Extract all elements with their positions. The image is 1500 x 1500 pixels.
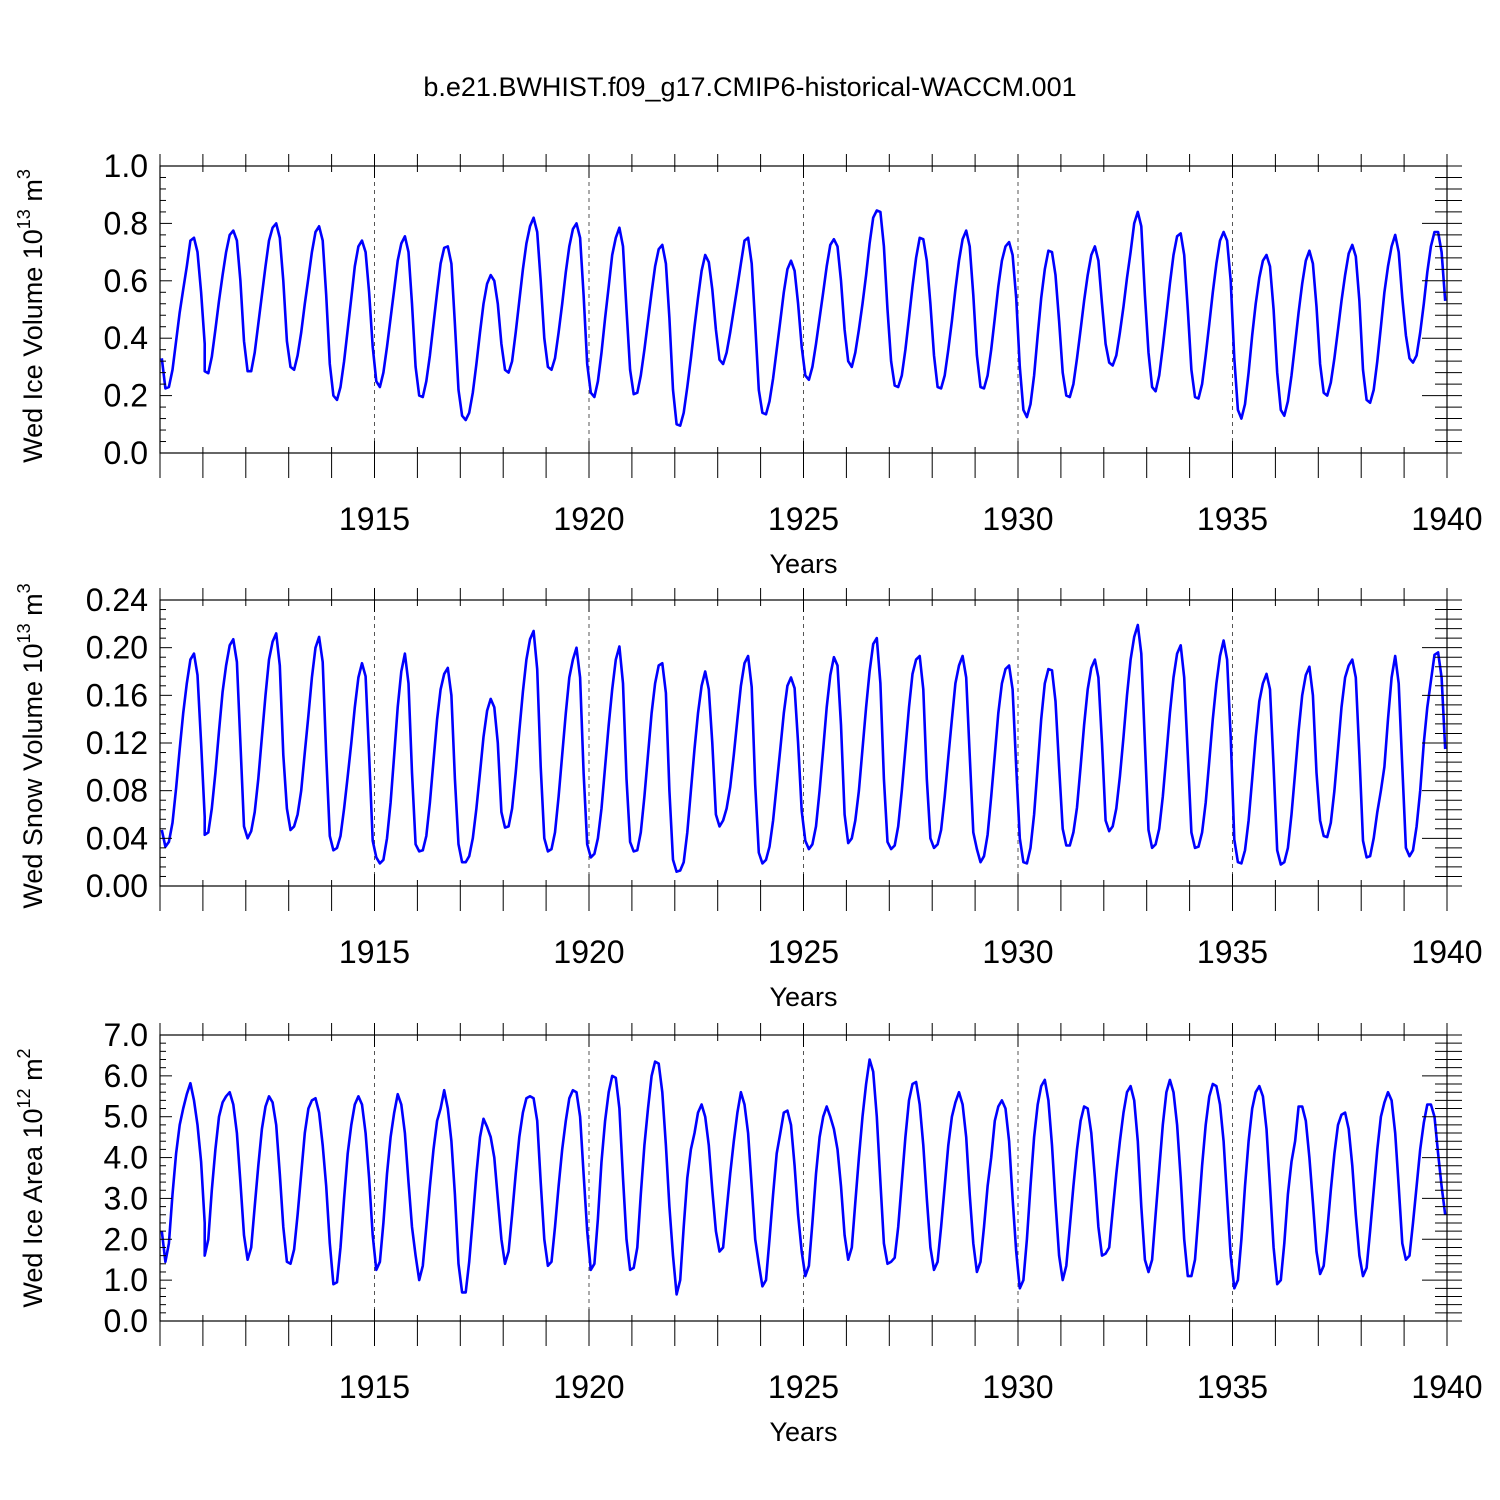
y-tick-label: 0.8 xyxy=(104,205,148,241)
x-tick-label: 1925 xyxy=(768,501,839,537)
x-tick-label: 1940 xyxy=(1411,1369,1482,1405)
series-line xyxy=(160,623,1447,874)
series-line xyxy=(160,209,1447,428)
y-tick-label: 0.08 xyxy=(86,773,148,809)
snow-volume-panel: 0.00 0.04 0.08 0.12 0.16 0.20 0.24 1915 1920 1925… xyxy=(14,582,1483,1012)
x-axis-label: Years xyxy=(769,549,837,579)
y-tick-label: 0.6 xyxy=(104,263,148,299)
x-tick-label: 1935 xyxy=(1197,934,1268,970)
y-tick-label: 0.00 xyxy=(86,868,148,904)
y-tick-label: 6.0 xyxy=(104,1058,148,1094)
y-tick-label: 3.0 xyxy=(104,1180,148,1216)
x-tick-label: 1935 xyxy=(1197,501,1268,537)
y-tick-label: 2.0 xyxy=(104,1221,148,1257)
x-tick-label: 1940 xyxy=(1411,501,1482,537)
x-tick-label: 1940 xyxy=(1411,934,1482,970)
y-tick-label: 0.0 xyxy=(104,435,148,471)
x-tick-label: 1920 xyxy=(553,501,624,537)
y-tick-label: 4.0 xyxy=(104,1140,148,1176)
x-tick-label: 1930 xyxy=(982,1369,1053,1405)
y-tick-label: 0.12 xyxy=(86,725,148,761)
y-tick-label: 0.2 xyxy=(104,378,148,414)
y-axis-label: Wed Ice Area 1012 m2 xyxy=(14,1048,48,1307)
x-tick-label: 1930 xyxy=(982,934,1053,970)
x-tick-label: 1920 xyxy=(553,934,624,970)
series-line xyxy=(160,1058,1447,1296)
page-title: b.e21.BWHIST.f09_g17.CMIP6-historical-WA… xyxy=(423,72,1077,102)
y-tick-label: 0.16 xyxy=(86,677,148,713)
x-tick-label: 1915 xyxy=(339,1369,410,1405)
y-tick-label: 0.0 xyxy=(104,1303,148,1339)
y-tick-label: 5.0 xyxy=(104,1099,148,1135)
y-tick-label: 1.0 xyxy=(104,1262,148,1298)
ice-volume-panel: 0.0 0.2 0.4 0.6 0.8 1.0 1915 1920 1925 1930 1935 19… xyxy=(14,148,1483,579)
x-tick-label: 1920 xyxy=(553,1369,624,1405)
x-tick-label: 1925 xyxy=(768,934,839,970)
y-tick-label: 0.20 xyxy=(86,630,148,666)
x-tick-label: 1925 xyxy=(768,1369,839,1405)
x-tick-label: 1915 xyxy=(339,934,410,970)
y-tick-label: 1.0 xyxy=(104,148,148,184)
x-tick-label: 1915 xyxy=(339,501,410,537)
x-axis-label: Years xyxy=(769,982,837,1012)
ice-area-panel: 0.0 1.0 2.0 3.0 4.0 5.0 6.0 7.0 1915 1920 1925 1930… xyxy=(14,1017,1483,1447)
y-axis-label: Wed Snow Volume 1013 m3 xyxy=(14,583,48,908)
y-tick-label: 0.04 xyxy=(86,820,148,856)
x-axis-label: Years xyxy=(769,1417,837,1447)
x-tick-label: 1930 xyxy=(982,501,1053,537)
y-tick-label: 7.0 xyxy=(104,1017,148,1053)
y-tick-label: 0.24 xyxy=(86,582,148,618)
y-tick-label: 0.4 xyxy=(104,320,148,356)
x-tick-label: 1935 xyxy=(1197,1369,1268,1405)
y-axis-label: Wed Ice Volume 1013 m3 xyxy=(14,169,48,463)
